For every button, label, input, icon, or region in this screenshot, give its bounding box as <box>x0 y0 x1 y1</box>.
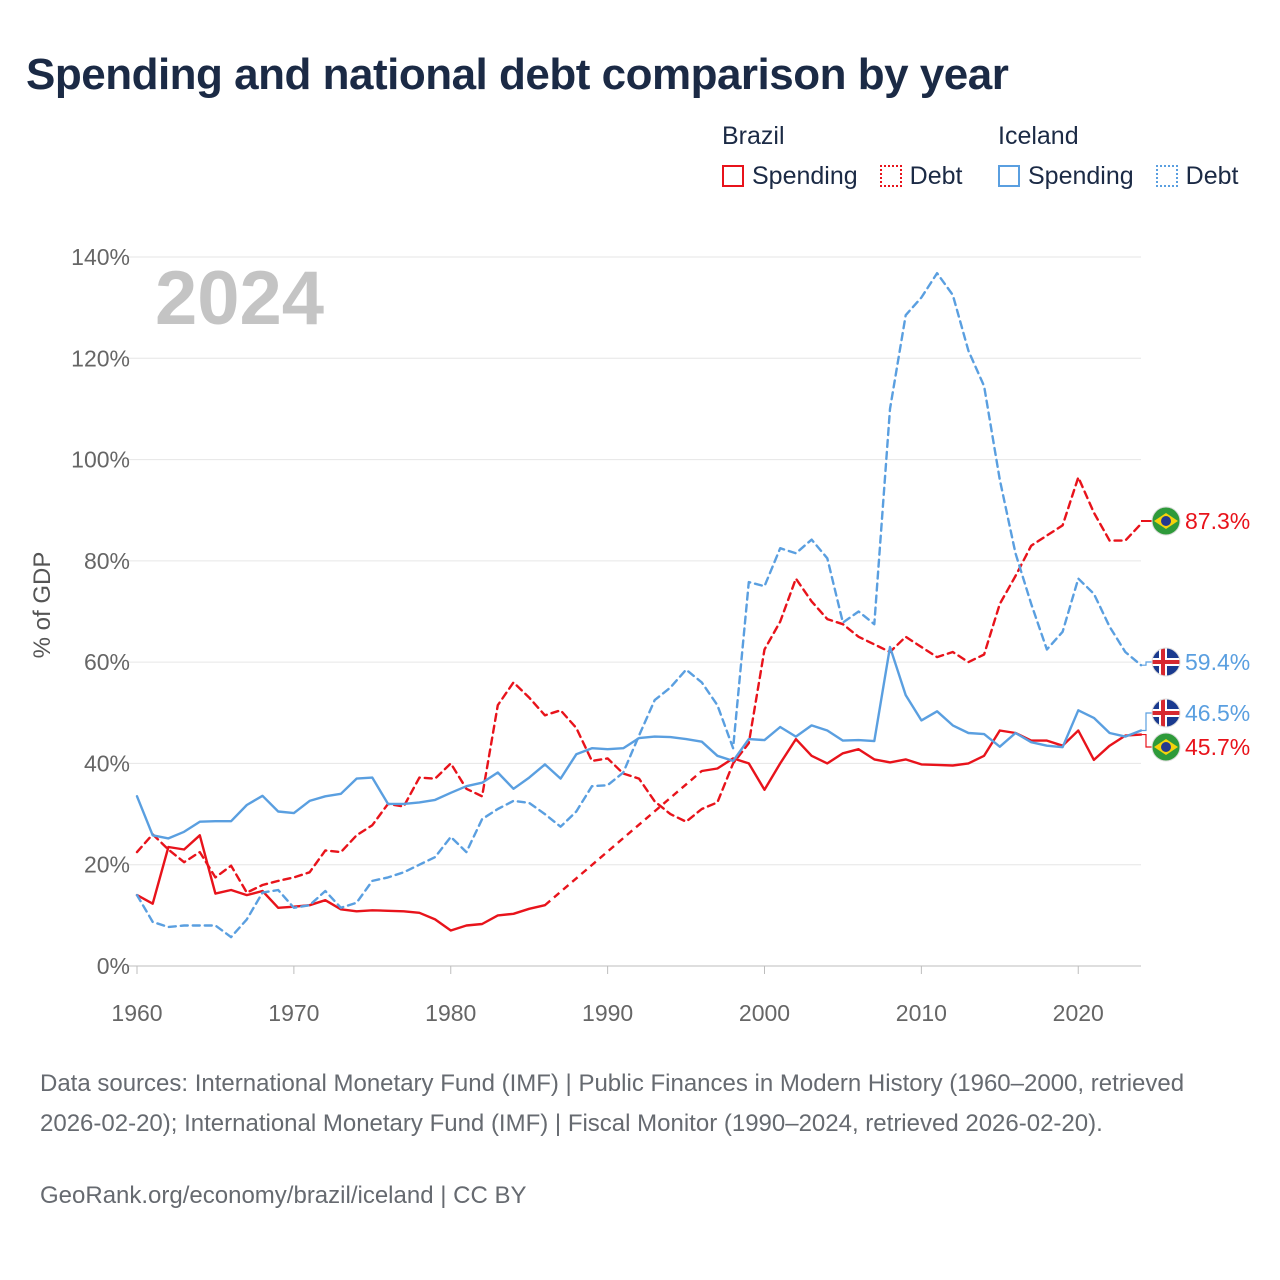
y-tick-label: 0% <box>97 953 130 979</box>
legend-brazil-spending[interactable]: Spending <box>722 162 858 191</box>
y-tick-label: 140% <box>71 244 130 270</box>
credit-link[interactable]: GeoRank.org/economy/brazil/iceland | CC … <box>40 1182 527 1209</box>
legend-label: Spending <box>752 161 858 190</box>
x-tick-label: 1990 <box>582 1000 633 1026</box>
x-tick-label: 1970 <box>268 1000 319 1026</box>
line-chart: 2024 0% 20% 40% 60% 80% 100% 120% 140% 1960 1970… <box>29 244 1250 1026</box>
brazil-spending-gap <box>544 770 703 907</box>
iceland-flag-icon <box>1151 647 1181 677</box>
end-value-label: 59.4% <box>1185 649 1250 675</box>
y-axis-ticks: 0% 20% 40% 60% 80% 100% 120% 140% <box>71 244 130 979</box>
y-tick-label: 20% <box>84 852 130 878</box>
x-tick-label: 1960 <box>111 1000 162 1026</box>
y-tick-label: 100% <box>71 447 130 473</box>
legend-label: Spending <box>1028 161 1134 190</box>
legend-brazil-debt[interactable]: Debt <box>879 161 963 191</box>
legend-dotted-swatch <box>879 165 902 187</box>
iceland-spending-line[interactable] <box>135 645 1143 840</box>
end-value-label: 45.7% <box>1185 734 1250 760</box>
end-labels: 87.3% 45.7% 59.4% 46.5% <box>1141 506 1250 762</box>
legend-solid-swatch <box>998 165 1020 187</box>
legend-brazil: Brazil Spending Debt <box>722 118 984 198</box>
brazil-spending-line[interactable] <box>135 729 1143 932</box>
legend-iceland-spending[interactable]: Spending <box>998 162 1134 191</box>
x-tick-label: 1980 <box>425 1000 476 1026</box>
legend-dotted-swatch <box>1155 165 1178 187</box>
x-tick-label: 2010 <box>896 1000 947 1026</box>
chart-title: Spending and national debt comparison by… <box>26 50 1009 99</box>
end-value-label: 87.3% <box>1185 508 1250 534</box>
x-axis-ticks: 1960 1970 1980 1990 2000 2010 2020 <box>111 1000 1103 1026</box>
x-tick-label: 2020 <box>1053 1000 1104 1026</box>
legend-solid-swatch <box>722 165 744 187</box>
y-tick-label: 120% <box>71 345 130 371</box>
legend-country-name: Brazil <box>722 122 785 150</box>
legend-iceland: Iceland Spending Debt <box>998 118 1260 198</box>
gridlines <box>127 256 1141 974</box>
legend-country-name: Iceland <box>998 122 1079 150</box>
year-watermark: 2024 <box>155 256 324 341</box>
label-connector <box>1142 733 1153 748</box>
y-tick-label: 40% <box>84 750 130 776</box>
x-tick-label: 2000 <box>739 1000 790 1026</box>
label-connector <box>1142 661 1153 666</box>
y-tick-label: 80% <box>84 548 130 574</box>
legend-iceland-debt[interactable]: Debt <box>1155 161 1239 191</box>
legend-label: Debt <box>909 161 963 190</box>
brazil-flag-icon <box>1151 506 1181 536</box>
brazil-debt-line[interactable] <box>135 476 1143 894</box>
iceland-debt-line[interactable] <box>135 272 1143 939</box>
legend-label: Debt <box>1185 161 1239 190</box>
series-lines <box>135 272 1143 939</box>
iceland-flag-icon <box>1151 698 1181 728</box>
end-value-label: 46.5% <box>1185 700 1250 726</box>
data-source-note: Data sources: International Monetary Fun… <box>40 1070 1185 1137</box>
label-connector <box>1142 712 1153 732</box>
y-axis-label: % of GDP <box>29 552 56 659</box>
y-tick-label: 60% <box>84 649 130 675</box>
brazil-flag-icon <box>1151 732 1181 762</box>
